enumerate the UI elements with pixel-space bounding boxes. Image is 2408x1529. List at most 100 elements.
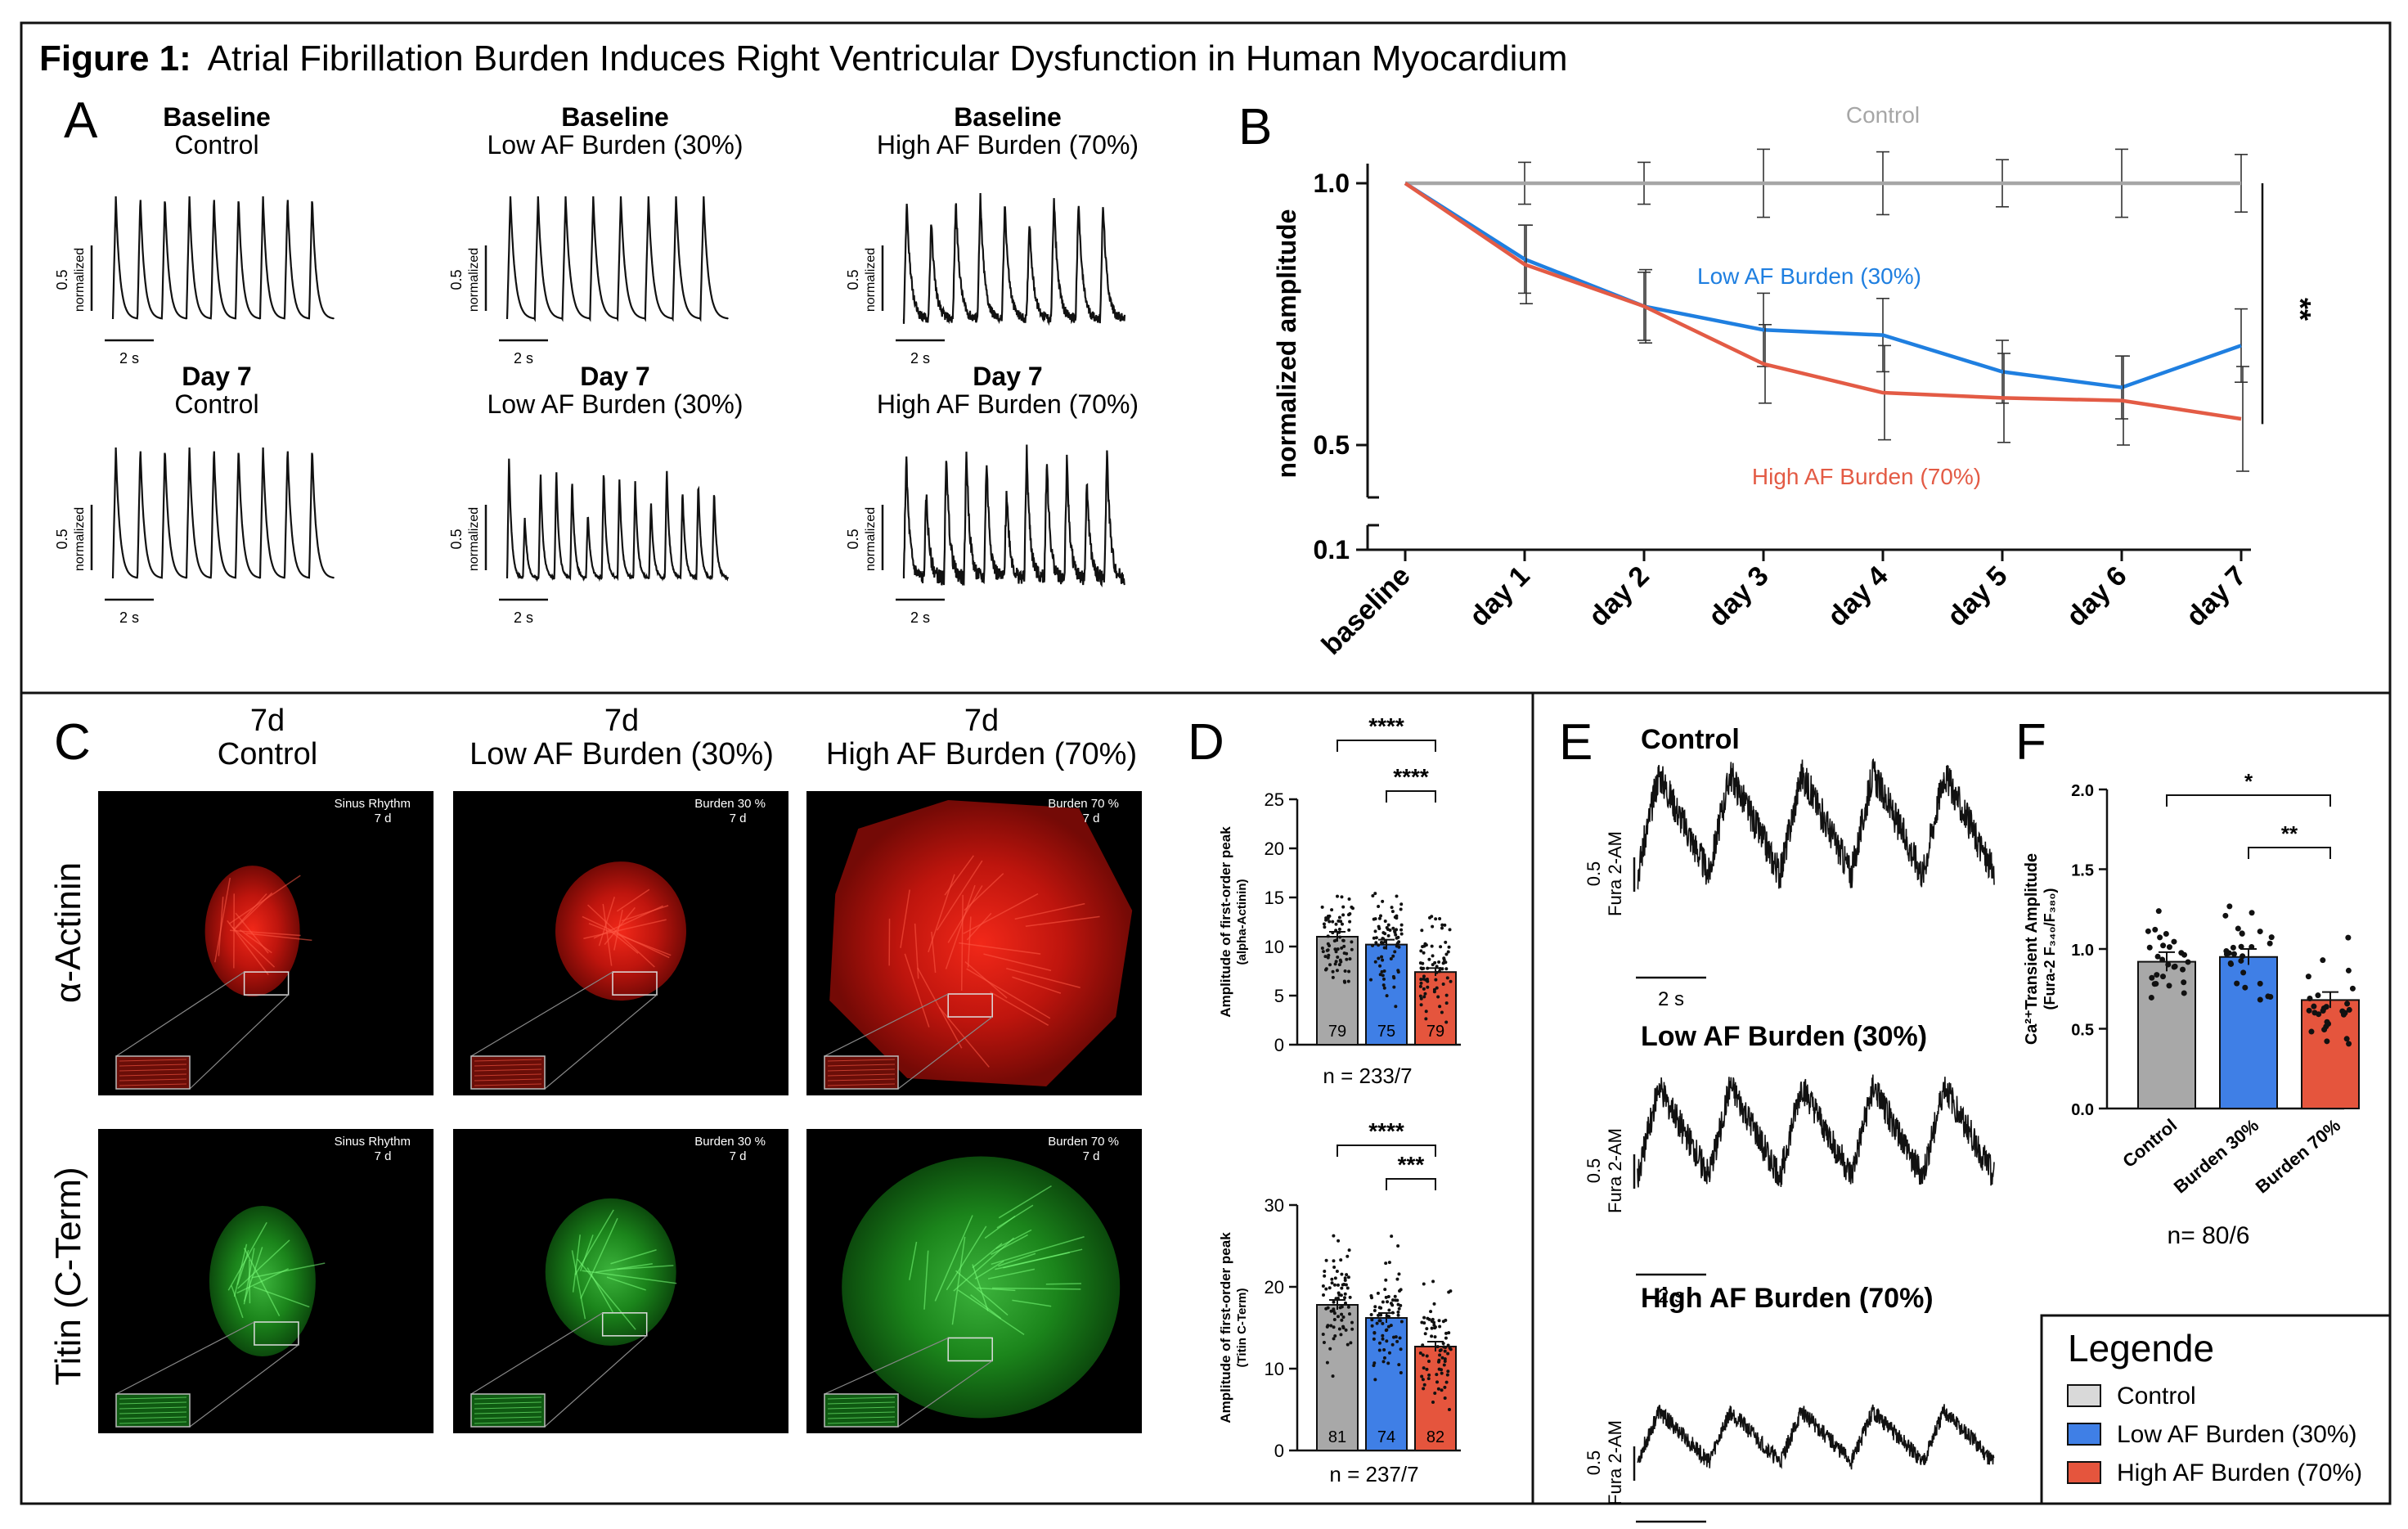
panel-d-actinin-data-point bbox=[1441, 983, 1445, 987]
panel-d-titin-data-point bbox=[1442, 1345, 1446, 1349]
panel-d-titin-bar-2-count: 82 bbox=[1426, 1428, 1444, 1446]
panel-c-striation bbox=[231, 926, 276, 968]
panel-d-actinin-data-point bbox=[1380, 969, 1384, 974]
panel-d-actinin-data-point bbox=[1399, 923, 1404, 927]
panel-d-titin-data-point bbox=[1431, 1279, 1435, 1284]
panel-d-titin-data-point bbox=[1328, 1347, 1332, 1351]
panel-a-trace-3-waveform bbox=[111, 447, 335, 579]
panel-a-trace-2-amp-value: 0.5 bbox=[845, 269, 861, 290]
panel-d-actinin-data-point bbox=[1336, 894, 1340, 898]
panel-a-trace-1-amp-unit: normalized bbox=[467, 248, 481, 312]
legend-swatch-high bbox=[2067, 1461, 2101, 1484]
panel-d-titin-data-point bbox=[1439, 1348, 1443, 1352]
panel-c-zoom-line bbox=[824, 993, 949, 1057]
panel-c-striation bbox=[235, 912, 269, 954]
panel-d-actinin-data-point bbox=[1377, 904, 1381, 908]
panel-c-inset-striation bbox=[827, 1421, 896, 1424]
panel-d-titin-data-point bbox=[1390, 1342, 1395, 1347]
panel-d-actinin-data-point bbox=[1382, 946, 1386, 950]
panel-d-actinin-data-point bbox=[1321, 950, 1325, 954]
panel-a-trace-1-title: Low AF Burden (30%) bbox=[487, 130, 743, 160]
panel-b-x-tick-label: day 5 bbox=[1941, 560, 2013, 632]
panel-d-actinin-data-point bbox=[1333, 962, 1337, 966]
panel-c-cell-body bbox=[829, 800, 1133, 1086]
panel-letter-f: F bbox=[2015, 714, 2046, 771]
panel-b-x-tick-label: day 7 bbox=[2180, 560, 2252, 632]
panel-d-titin-data-point bbox=[1445, 1373, 1449, 1377]
panel-c-inset-striation bbox=[119, 1406, 187, 1410]
panel-f-data-point bbox=[2268, 934, 2275, 941]
panel-d-titin-data-point bbox=[1350, 1327, 1354, 1331]
panel-d-actinin-data-point bbox=[1331, 931, 1335, 935]
panel-d-titin-data-point bbox=[1385, 1339, 1389, 1343]
panel-a-trace-3-amp-unit: normalized bbox=[73, 507, 87, 571]
panel-d-titin-data-point bbox=[1387, 1261, 1391, 1265]
panel-f-data-point bbox=[2249, 910, 2255, 916]
panel-d-titin-data-point bbox=[1346, 1275, 1350, 1279]
panel-c-striation bbox=[991, 1234, 1028, 1256]
panel-d-actinin-data-point bbox=[1340, 895, 1344, 899]
panel-b-x-tick-label: day 4 bbox=[1822, 560, 1894, 632]
panel-e-trace-0-amp-unit: Fura 2-AM bbox=[1605, 831, 1625, 916]
panel-d-titin-data-point bbox=[1433, 1326, 1437, 1330]
panel-d-actinin-data-point bbox=[1422, 951, 1426, 955]
panel-d-titin-data-point bbox=[1446, 1343, 1450, 1347]
panel-d-actinin-data-point bbox=[1393, 950, 1397, 954]
panel-f-data-point bbox=[2266, 940, 2273, 947]
panel-d-titin-data-point bbox=[1436, 1360, 1440, 1364]
panel-c-striation bbox=[246, 933, 312, 942]
panel-f-y-tick-label: 1.0 bbox=[2071, 942, 2094, 960]
panel-d-titin-data-point bbox=[1397, 1306, 1401, 1311]
panel-f-data-point bbox=[2149, 974, 2155, 981]
panel-d-actinin-data-point bbox=[1392, 976, 1396, 980]
panel-c-striation bbox=[613, 909, 623, 951]
panel-d-titin-data-point bbox=[1330, 1277, 1334, 1281]
panel-f-data-point bbox=[2308, 1028, 2315, 1035]
panel-d-actinin-data-point bbox=[1385, 994, 1389, 998]
panel-d-titin-data-point bbox=[1323, 1269, 1327, 1273]
panel-a-trace-0-title-bold: Baseline bbox=[163, 102, 271, 132]
panel-c-inset-striation bbox=[474, 1059, 542, 1062]
panel-c-striation bbox=[227, 1221, 267, 1291]
panel-c-col3-line2: High AF Burden (70%) bbox=[826, 737, 1137, 771]
panel-d-actinin-data-point bbox=[1343, 969, 1347, 974]
panel-d-actinin-data-point bbox=[1348, 920, 1352, 924]
panel-d-actinin-data-point bbox=[1394, 933, 1398, 937]
panel-d-actinin-significance-bracket-1 bbox=[1386, 790, 1436, 803]
panel-d-titin-data-point bbox=[1332, 1300, 1336, 1304]
panel-c-striation bbox=[236, 1268, 290, 1294]
panel-c-striation bbox=[572, 1234, 581, 1293]
panel-d-actinin-y-label-1: Amplitude of first-order peak bbox=[1218, 826, 1233, 1018]
legend-item-low: Low AF Burden (30%) bbox=[2117, 1421, 2356, 1448]
panel-c-inset-striation bbox=[827, 1401, 896, 1405]
panel-c-inset-striation bbox=[474, 1083, 542, 1086]
panel-f-bar-chart: 0.0 0.5 1.0 1.5 2.0 Ca²⁺Transient Amplitude (F… bbox=[2023, 769, 2360, 1249]
panel-d-titin-data-point bbox=[1425, 1354, 1429, 1358]
panel-e-trace-2-waveform bbox=[1637, 1404, 1995, 1470]
panel-d-actinin-data-point bbox=[1373, 929, 1377, 933]
panel-d-actinin-bar-1-count: 75 bbox=[1377, 1023, 1395, 1041]
panel-e-trace-2-amp-unit: Fura 2-AM bbox=[1605, 1420, 1625, 1505]
panel-d-titin-data-point bbox=[1440, 1371, 1444, 1375]
panel-f-data-point bbox=[2163, 930, 2169, 937]
figure-title: Figure 1: Atrial Fibrillation Burden Ind… bbox=[39, 38, 1568, 79]
panel-d-actinin-data-point bbox=[1334, 960, 1338, 964]
panel-d-actinin-data-point bbox=[1426, 985, 1430, 989]
panel-f-data-point bbox=[2180, 966, 2186, 973]
panel-a-trace-0-waveform bbox=[111, 196, 335, 320]
panel-d-titin-data-point bbox=[1321, 1284, 1325, 1288]
panel-d-titin-data-point bbox=[1331, 1374, 1335, 1378]
panel-d-actinin-data-point bbox=[1342, 951, 1346, 956]
panel-d-actinin-data-point bbox=[1442, 958, 1446, 962]
panel-e-trace-2-title: High AF Burden (70%) bbox=[1641, 1283, 1934, 1314]
panel-d-actinin-data-point bbox=[1350, 947, 1354, 951]
panel-d-titin-data-point bbox=[1332, 1325, 1336, 1329]
panel-c-striation bbox=[582, 1270, 677, 1284]
panel-f-data-point bbox=[2311, 1003, 2317, 1010]
panel-c-inset-striation bbox=[119, 1068, 187, 1072]
panel-f-data-point bbox=[2320, 957, 2326, 964]
panel-c-zoom-box bbox=[947, 993, 993, 1018]
panel-c-striation bbox=[977, 1287, 1016, 1292]
panel-d-actinin-data-point bbox=[1445, 976, 1449, 980]
panel-b-y-axis-label: normalized amplitude bbox=[1272, 209, 1301, 479]
